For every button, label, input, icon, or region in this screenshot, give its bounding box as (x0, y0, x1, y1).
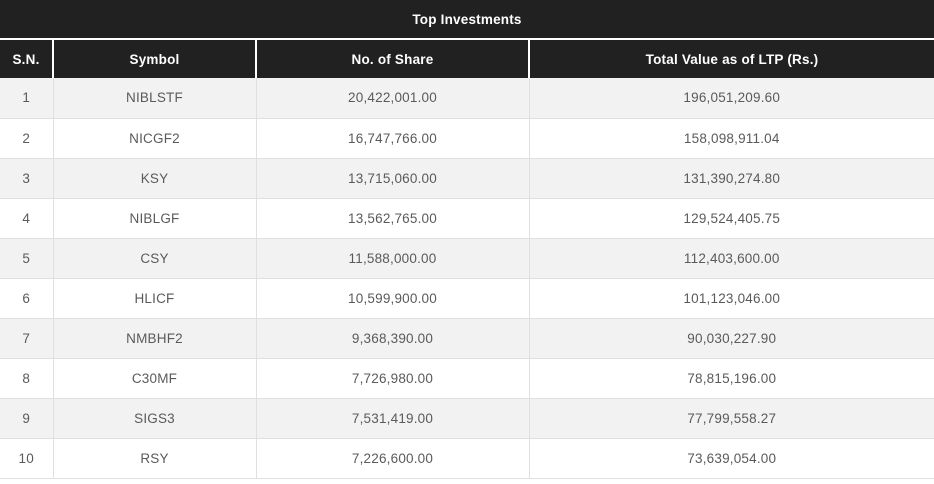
cell-symbol: NICGF2 (53, 118, 257, 159)
table-row: 2 NICGF2 16,747,766.00 158,098,911.04 (0, 118, 934, 159)
cell-value: 112,403,600.00 (529, 238, 934, 279)
table-row: 1 NIBLSTF 20,422,001.00 196,051,209.60 (0, 78, 934, 119)
cell-value: 78,815,196.00 (529, 358, 934, 399)
table-row: 7 NMBHF2 9,368,390.00 90,030,227.90 (0, 318, 934, 359)
cell-sn: 5 (0, 238, 54, 279)
cell-sn: 1 (0, 78, 54, 119)
table-row: 10 RSY 7,226,600.00 73,639,054.00 (0, 438, 934, 479)
cell-shares: 7,726,980.00 (256, 358, 530, 399)
cell-shares: 7,531,419.00 (256, 398, 530, 439)
cell-shares: 7,226,600.00 (256, 438, 530, 479)
cell-sn: 9 (0, 398, 54, 439)
cell-shares: 10,599,900.00 (256, 278, 530, 319)
cell-symbol: SIGS3 (53, 398, 257, 439)
table-row: 9 SIGS3 7,531,419.00 77,799,558.27 (0, 398, 934, 439)
cell-shares: 16,747,766.00 (256, 118, 530, 159)
cell-value: 196,051,209.60 (529, 78, 934, 119)
cell-value: 129,524,405.75 (529, 198, 934, 239)
cell-sn: 3 (0, 158, 54, 199)
cell-symbol: NIBLGF (53, 198, 257, 239)
cell-sn: 2 (0, 118, 54, 159)
cell-value: 101,123,046.00 (529, 278, 934, 319)
column-header-sn: S.N. (0, 40, 54, 78)
cell-shares: 11,588,000.00 (256, 238, 530, 279)
top-investments-table: S.N. Symbol No. of Share Total Value as … (0, 40, 934, 479)
column-header-value: Total Value as of LTP (Rs.) (529, 40, 934, 78)
cell-sn: 7 (0, 318, 54, 359)
table-body: 1 NIBLSTF 20,422,001.00 196,051,209.60 2 NICG… (0, 78, 934, 479)
widget-title-bar: Top Investments (0, 0, 934, 38)
cell-symbol: NMBHF2 (53, 318, 257, 359)
cell-shares: 13,715,060.00 (256, 158, 530, 199)
column-header-shares: No. of Share (256, 40, 530, 78)
cell-symbol: C30MF (53, 358, 257, 399)
cell-shares: 13,562,765.00 (256, 198, 530, 239)
cell-symbol: CSY (53, 238, 257, 279)
header-row: S.N. Symbol No. of Share Total Value as … (0, 40, 934, 78)
cell-value: 73,639,054.00 (529, 438, 934, 479)
cell-symbol: NIBLSTF (53, 78, 257, 119)
cell-value: 90,030,227.90 (529, 318, 934, 359)
column-header-symbol: Symbol (53, 40, 257, 78)
table-row: 8 C30MF 7,726,980.00 78,815,196.00 (0, 358, 934, 399)
table-row: 6 HLICF 10,599,900.00 101,123,046.00 (0, 278, 934, 319)
cell-shares: 20,422,001.00 (256, 78, 530, 119)
table-row: 3 KSY 13,715,060.00 131,390,274.80 (0, 158, 934, 199)
cell-sn: 10 (0, 438, 54, 479)
cell-symbol: HLICF (53, 278, 257, 319)
table-row: 5 CSY 11,588,000.00 112,403,600.00 (0, 238, 934, 279)
cell-shares: 9,368,390.00 (256, 318, 530, 359)
cell-value: 77,799,558.27 (529, 398, 934, 439)
cell-symbol: RSY (53, 438, 257, 479)
cell-sn: 8 (0, 358, 54, 399)
cell-symbol: KSY (53, 158, 257, 199)
widget-title: Top Investments (412, 11, 522, 27)
table-header: S.N. Symbol No. of Share Total Value as … (0, 40, 934, 78)
cell-value: 131,390,274.80 (529, 158, 934, 199)
cell-sn: 4 (0, 198, 54, 239)
cell-sn: 6 (0, 278, 54, 319)
table-row: 4 NIBLGF 13,562,765.00 129,524,405.75 (0, 198, 934, 239)
cell-value: 158,098,911.04 (529, 118, 934, 159)
